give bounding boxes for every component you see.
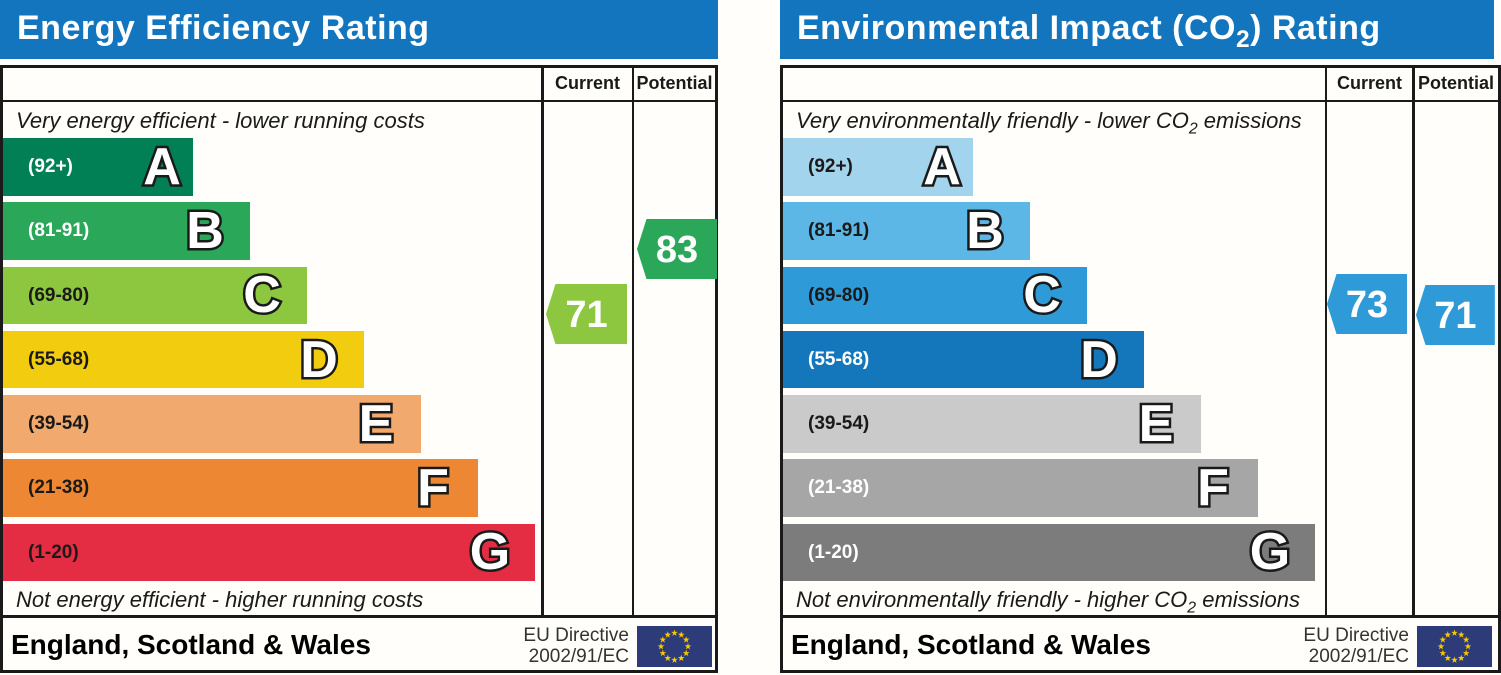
svg-text:71: 71: [1434, 295, 1476, 337]
svg-text:83: 83: [655, 229, 697, 271]
svg-text:73: 73: [1346, 284, 1388, 326]
svg-text:E: E: [1139, 395, 1174, 453]
svg-text:F: F: [417, 459, 449, 517]
svg-text:D: D: [300, 331, 338, 389]
svg-text:F: F: [1197, 459, 1229, 517]
svg-text:G: G: [1250, 523, 1290, 581]
svg-text:A: A: [923, 138, 961, 196]
svg-text:71: 71: [565, 294, 607, 336]
svg-text:C: C: [1023, 266, 1061, 324]
svg-text:G: G: [470, 523, 510, 581]
svg-text:C: C: [243, 266, 281, 324]
svg-text:A: A: [143, 138, 181, 196]
svg-text:B: B: [186, 202, 224, 260]
svg-text:E: E: [359, 395, 394, 453]
svg-text:B: B: [966, 202, 1004, 260]
svg-text:D: D: [1080, 331, 1118, 389]
